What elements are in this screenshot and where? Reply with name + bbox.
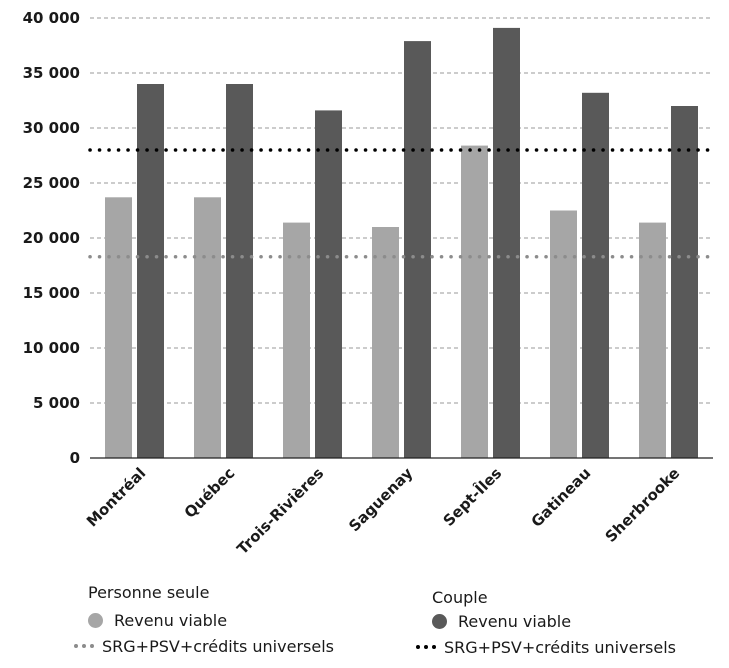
legend-item-bar: Revenu viable (88, 607, 334, 633)
legend-item-label: SRG+PSV+crédits universels (444, 637, 676, 657)
y-tick-label: 40 000 (23, 9, 80, 27)
legend-swatch-black-dotted-line (416, 645, 436, 649)
legend-item-bar: Revenu viable (432, 608, 676, 634)
bar-personne-seule (639, 222, 666, 458)
y-tick-label: 20 000 (23, 229, 80, 247)
legend-couple: Couple Revenu viable SRG+PSV+crédits uni… (416, 582, 676, 660)
bar-couple (226, 84, 253, 458)
legend-swatch-light-circle (88, 612, 103, 628)
x-category-label: Québec (181, 464, 239, 522)
legend-swatch-grey-dotted-line (74, 644, 94, 648)
legend-personne-seule: Personne seule Revenu viable SRG+PSV+cré… (74, 577, 334, 659)
bar-personne-seule (461, 145, 488, 458)
bar-couple (671, 106, 698, 458)
bar-personne-seule (194, 197, 221, 459)
x-category-label: Saguenay (345, 464, 416, 535)
y-tick-label: 30 000 (23, 119, 80, 137)
bar-personne-seule (105, 197, 132, 459)
x-category-label: Sept-Îles (439, 463, 505, 529)
bar-couple (582, 92, 609, 459)
bar-couple (493, 27, 520, 459)
legend-item-line: SRG+PSV+crédits universels (416, 634, 676, 660)
y-tick-label: 35 000 (23, 64, 80, 82)
bars (105, 27, 698, 459)
bar-personne-seule (372, 227, 399, 458)
legend-group-title: Couple (432, 587, 488, 607)
x-category-label: Montréal (83, 464, 149, 530)
y-tick-label: 0 (70, 449, 80, 467)
legend-item-label: Revenu viable (458, 611, 572, 631)
bar-couple (315, 110, 342, 459)
bar-couple (137, 84, 164, 458)
legend-group-title: Personne seule (88, 582, 210, 602)
y-tick-label: 15 000 (23, 284, 80, 302)
legend-item-line: SRG+PSV+crédits universels (74, 633, 334, 659)
bar-chart: 0 5 000 10 000 15 000 20 000 25 000 30 000 35 0… (23, 9, 715, 558)
bar-couple (404, 41, 431, 458)
x-category-label: Trois-Rivières (233, 464, 327, 558)
bar-personne-seule (283, 222, 310, 458)
x-category-label: Sherbrooke (602, 464, 684, 546)
x-category-label: Gatineau (528, 464, 595, 531)
y-axis-tick-labels: 0 5 000 10 000 15 000 20 000 25 000 30 000 35 0… (23, 9, 80, 467)
reference-lines (88, 148, 715, 259)
y-tick-label: 25 000 (23, 174, 80, 192)
legend-swatch-dark-circle (432, 613, 447, 629)
bar-personne-seule (550, 210, 577, 458)
legend-item-label: SRG+PSV+crédits universels (102, 636, 334, 656)
legend-item-label: Revenu viable (114, 610, 228, 630)
gridlines (90, 17, 713, 404)
y-tick-label: 10 000 (23, 339, 80, 357)
y-tick-label: 5 000 (33, 394, 80, 412)
